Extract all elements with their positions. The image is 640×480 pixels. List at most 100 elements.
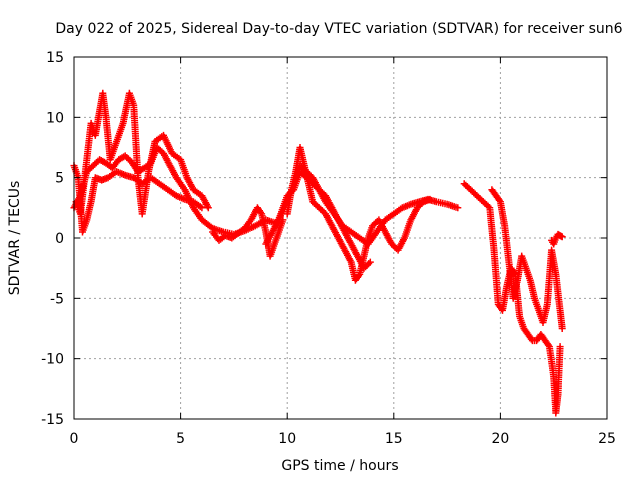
series-sat-g xyxy=(460,180,564,417)
interpolated-points xyxy=(497,200,508,228)
interpolated-points xyxy=(191,199,204,211)
interpolated-points xyxy=(489,187,499,198)
interpolated-points xyxy=(236,226,247,236)
interpolated-points xyxy=(191,206,205,222)
data-point xyxy=(204,204,212,212)
x-tick-label: 5 xyxy=(176,431,185,447)
interpolated-points xyxy=(329,224,341,240)
interpolated-points xyxy=(383,211,396,223)
x-tick-label: 10 xyxy=(278,431,296,447)
data-point xyxy=(454,204,462,212)
interpolated-points xyxy=(93,174,104,183)
interpolated-points xyxy=(123,154,134,164)
interpolated-points xyxy=(310,199,322,210)
interpolated-points xyxy=(145,140,159,174)
interpolated-points xyxy=(155,145,166,156)
y-tick-label: -10 xyxy=(41,352,64,368)
interpolated-points xyxy=(263,230,275,246)
interpolated-points xyxy=(335,218,348,234)
data-point xyxy=(366,258,374,266)
interpolated-points xyxy=(317,205,328,216)
interpolated-points xyxy=(110,157,121,170)
interpolated-points xyxy=(149,175,162,186)
y-tick-label: -15 xyxy=(41,412,64,428)
interpolated-points xyxy=(486,206,498,252)
data-point xyxy=(426,195,434,203)
interpolated-points xyxy=(254,205,264,216)
interpolated-points xyxy=(521,326,531,337)
interpolated-points xyxy=(389,242,400,253)
interpolated-points xyxy=(114,168,127,178)
interpolated-points xyxy=(534,332,544,343)
interpolated-points xyxy=(160,133,175,156)
interpolated-points xyxy=(525,332,535,343)
y-tick-label: 0 xyxy=(55,231,64,247)
interpolated-points xyxy=(516,314,527,330)
interpolated-points xyxy=(310,181,322,192)
interpolated-points xyxy=(323,194,335,210)
interpolated-points xyxy=(91,157,102,168)
interpolated-points xyxy=(170,151,183,162)
interpolated-points xyxy=(548,248,559,276)
interpolated-points xyxy=(495,302,505,313)
x-tick-label: 0 xyxy=(70,431,79,447)
interpolated-points xyxy=(298,169,309,180)
interpolated-points xyxy=(353,272,363,283)
interpolated-points xyxy=(199,217,215,231)
y-tick-label: -5 xyxy=(50,291,64,307)
interpolated-points xyxy=(552,272,564,312)
interpolated-points xyxy=(99,174,110,183)
interpolated-points xyxy=(174,175,188,192)
interpolated-points xyxy=(242,218,254,231)
tick-labels: 0 5 10 15 20 25 -15 -10 -5 0 5 10 15 xyxy=(41,50,616,447)
interpolated-points xyxy=(130,104,142,179)
data-point xyxy=(556,343,564,351)
interpolated-points xyxy=(462,181,473,192)
series-sat-i xyxy=(548,230,566,248)
interpolated-points xyxy=(335,236,348,252)
interpolated-points xyxy=(481,199,492,210)
interpolated-points xyxy=(468,187,479,198)
interpolated-points xyxy=(542,338,552,349)
x-tick-label: 25 xyxy=(598,431,616,447)
interpolated-points xyxy=(392,205,405,217)
interpolated-points xyxy=(304,175,315,186)
interpolated-points xyxy=(538,332,548,343)
interpolated-points xyxy=(362,260,373,271)
x-tick-label: 15 xyxy=(385,431,403,447)
interpolated-points xyxy=(550,236,559,246)
interpolated-points xyxy=(217,233,228,243)
interpolated-points xyxy=(554,345,564,397)
interpolated-points xyxy=(229,230,241,241)
interpolated-points xyxy=(104,160,115,171)
interpolated-points xyxy=(546,345,557,379)
series-sat-c xyxy=(70,162,206,236)
interpolated-points xyxy=(408,206,420,222)
interpolated-points xyxy=(349,229,362,241)
interpolated-points xyxy=(501,224,513,264)
series-sat-f xyxy=(262,168,374,272)
interpolated-points xyxy=(223,232,234,241)
y-tick-label: 15 xyxy=(46,50,64,66)
interpolated-points xyxy=(92,109,103,137)
y-tick-label: 10 xyxy=(46,110,64,126)
interpolated-points xyxy=(97,157,108,166)
interpolated-points xyxy=(285,187,296,198)
interpolated-points xyxy=(421,196,432,205)
interpolated-points xyxy=(166,187,179,199)
interpolated-points xyxy=(475,193,486,204)
interpolated-points xyxy=(382,230,395,246)
interpolated-points xyxy=(161,151,173,168)
data-point xyxy=(198,204,206,212)
interpolated-points xyxy=(317,187,328,198)
interpolated-points xyxy=(493,193,503,204)
interpolated-points xyxy=(370,217,381,228)
x-axis-label: GPS time / hours xyxy=(281,458,398,474)
interpolated-points xyxy=(116,153,128,163)
interpolated-points xyxy=(329,206,341,222)
x-tick-label: 20 xyxy=(491,431,509,447)
interpolated-points xyxy=(342,230,354,246)
